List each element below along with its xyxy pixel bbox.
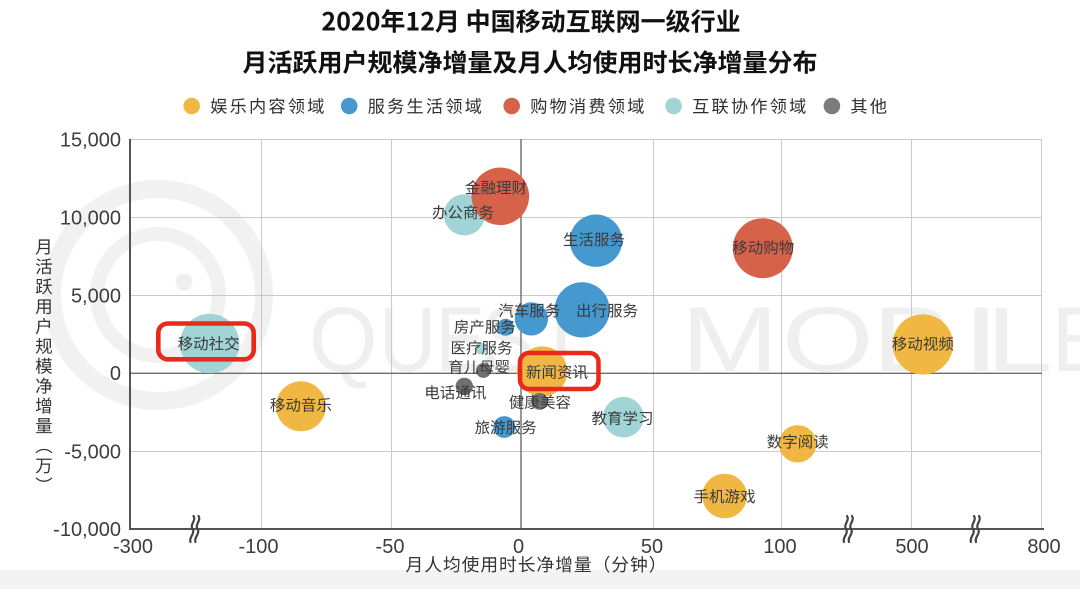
svg-text:-50: -50: [376, 536, 405, 558]
svg-text:-10,000: -10,000: [53, 519, 121, 541]
svg-text:500: 500: [895, 536, 928, 558]
svg-text:L: L: [986, 287, 1053, 390]
svg-text:O: O: [782, 288, 874, 391]
svg-text:-100: -100: [238, 536, 278, 558]
svg-text:10,000: 10,000: [60, 208, 121, 230]
svg-text:U: U: [379, 288, 436, 391]
svg-text:E: E: [1051, 289, 1080, 391]
svg-text:15,000: 15,000: [60, 130, 121, 152]
svg-text:100: 100: [763, 536, 796, 558]
svg-text:0: 0: [110, 363, 121, 385]
svg-text:Q: Q: [309, 288, 378, 391]
svg-text:5,000: 5,000: [71, 286, 121, 308]
svg-text:800: 800: [1027, 536, 1060, 558]
svg-text:-300: -300: [113, 536, 153, 558]
svg-text:M: M: [681, 289, 778, 391]
svg-text:0: 0: [513, 536, 524, 558]
svg-text:E: E: [436, 288, 485, 391]
svg-text:50: 50: [641, 536, 663, 558]
svg-text:-5,000: -5,000: [64, 442, 121, 464]
